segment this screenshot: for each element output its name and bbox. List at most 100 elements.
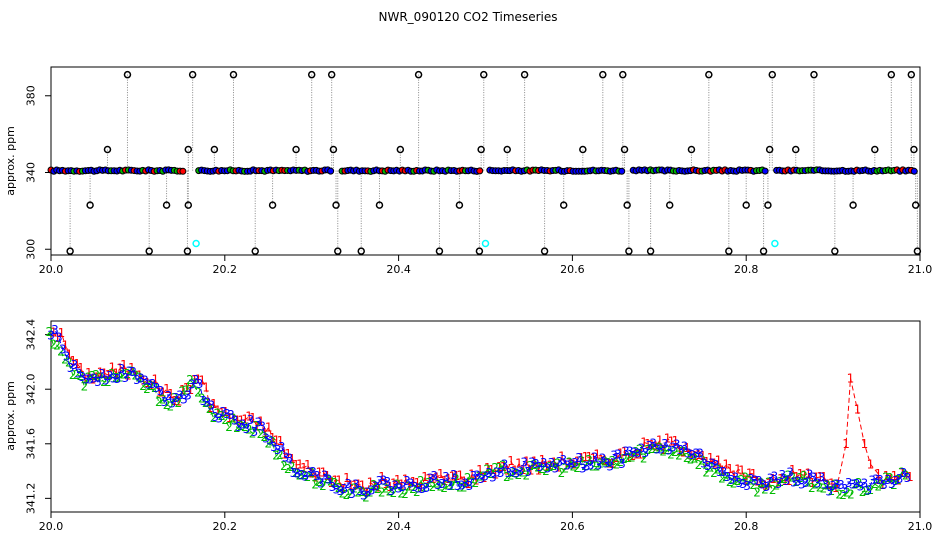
series-3-marker: 3 [700, 457, 708, 471]
series-2-marker: 2 [272, 449, 280, 463]
series-2-marker: 2 [726, 475, 734, 489]
series-1-marker: 1 [672, 434, 680, 448]
series-3-marker: 3 [426, 472, 434, 486]
series-3-marker: 3 [325, 473, 333, 487]
series-3-marker: 3 [145, 378, 153, 392]
series-3-marker: 3 [71, 358, 79, 372]
bottom-x-tick-label: 20.6 [560, 520, 585, 533]
top-spike-lines [69, 74, 918, 252]
series-3-marker: 3 [250, 425, 258, 439]
series-2-marker: 2 [761, 482, 769, 496]
series-2-marker: 2 [311, 478, 319, 492]
series-1-marker: 1 [323, 469, 331, 483]
top-x-tick-label: 20.6 [560, 263, 585, 276]
series-1-marker: 1 [832, 481, 840, 495]
series-3-marker: 3 [606, 459, 614, 473]
series-3-marker: 3 [602, 457, 610, 471]
series-3-marker: 3 [297, 468, 305, 482]
spike-point [520, 70, 529, 79]
series-2-marker: 2 [135, 370, 143, 384]
series-1-marker: 1 [789, 463, 797, 477]
series-3-marker: 3 [833, 478, 841, 492]
series-3-marker: 3 [55, 330, 63, 344]
spike-point [184, 201, 193, 209]
series-1-marker: 1 [874, 467, 882, 481]
series-2-marker: 2 [378, 485, 386, 499]
spike-point [665, 201, 674, 209]
series-3-marker: 3 [415, 481, 423, 495]
series-3-marker: 3 [129, 365, 137, 379]
spike-point [86, 201, 94, 209]
series-3-marker: 3 [356, 484, 364, 498]
spike-point [375, 201, 384, 209]
spike-point [599, 70, 607, 79]
series-3-marker: 3 [743, 479, 751, 493]
series-3-marker: 3 [528, 455, 536, 469]
series-3-marker: 3 [172, 391, 180, 405]
series-3-marker: 3 [724, 470, 732, 484]
series-2-marker: 2 [499, 459, 507, 473]
series-3-marker: 3 [778, 468, 786, 482]
series-3-marker: 3 [114, 372, 122, 386]
top-plot-frame [50, 66, 921, 256]
series-2-line [48, 331, 907, 499]
spike-point [435, 247, 444, 255]
spike-point [183, 247, 192, 255]
series-1-marker: 1 [801, 468, 809, 482]
series-3-marker: 3 [469, 469, 477, 483]
series-1-marker: 1 [593, 447, 601, 461]
series-2-marker: 2 [777, 475, 785, 489]
series-3-marker: 3 [192, 373, 200, 387]
series-3-marker: 3 [442, 470, 450, 484]
series-2-marker: 2 [878, 477, 886, 491]
series-2-marker: 2 [167, 400, 175, 414]
series-3-marker: 3 [755, 474, 763, 488]
series-1-marker: 1 [81, 373, 89, 387]
series-3-marker: 3 [579, 462, 587, 476]
series-2-marker: 2 [569, 460, 577, 474]
series-1-marker: 1 [734, 463, 742, 477]
spike-point [791, 145, 800, 154]
series-3-marker: 3 [857, 480, 865, 494]
bottom-x-tick-label: 20.2 [213, 520, 238, 533]
series-3-marker: 3 [704, 459, 712, 473]
series-2-marker: 2 [542, 464, 550, 478]
series-3-marker: 3 [888, 477, 896, 491]
spike-point [184, 145, 193, 154]
series-3-marker: 3 [231, 413, 239, 427]
series-2-marker: 2 [155, 395, 163, 409]
series-3-marker: 3 [364, 485, 372, 499]
series-3-marker: 3 [696, 447, 704, 461]
series-2-marker: 2 [233, 421, 241, 435]
series-3-marker: 3 [94, 375, 102, 389]
series-1-marker: 1 [468, 467, 476, 481]
series-2-marker: 2 [300, 468, 308, 482]
series-2-marker: 2 [562, 461, 570, 475]
top-x-tick-label: 20.4 [386, 263, 411, 276]
series-2-marker: 2 [601, 455, 609, 469]
series-1-marker: 1 [738, 464, 746, 478]
baseline-point [327, 167, 335, 175]
series-1-marker: 1 [167, 387, 175, 401]
baseline-point [910, 167, 918, 175]
series-3-marker: 3 [681, 439, 689, 453]
series-1-marker: 1 [867, 457, 875, 471]
series-1-marker: 1 [861, 437, 869, 451]
series-2-marker: 2 [515, 468, 523, 482]
series-3-marker: 3 [786, 466, 794, 480]
series-3-marker: 3 [614, 448, 622, 462]
series-2-marker: 2 [88, 369, 96, 383]
series-2-marker: 2 [456, 481, 464, 495]
series-2-marker: 2 [390, 486, 398, 500]
series-1-marker: 1 [234, 413, 242, 427]
series-3-marker: 3 [876, 473, 884, 487]
series-2-marker: 2 [339, 487, 347, 501]
series-3-marker: 3 [782, 474, 790, 488]
series-1-marker: 1 [159, 386, 167, 400]
series-1-marker: 1 [312, 471, 320, 485]
series-1-marker: 1 [218, 406, 226, 420]
series-3-marker: 3 [767, 471, 775, 485]
series-3-marker: 3 [485, 466, 493, 480]
spike-point [480, 70, 488, 79]
series-3-marker: 3 [137, 371, 145, 385]
